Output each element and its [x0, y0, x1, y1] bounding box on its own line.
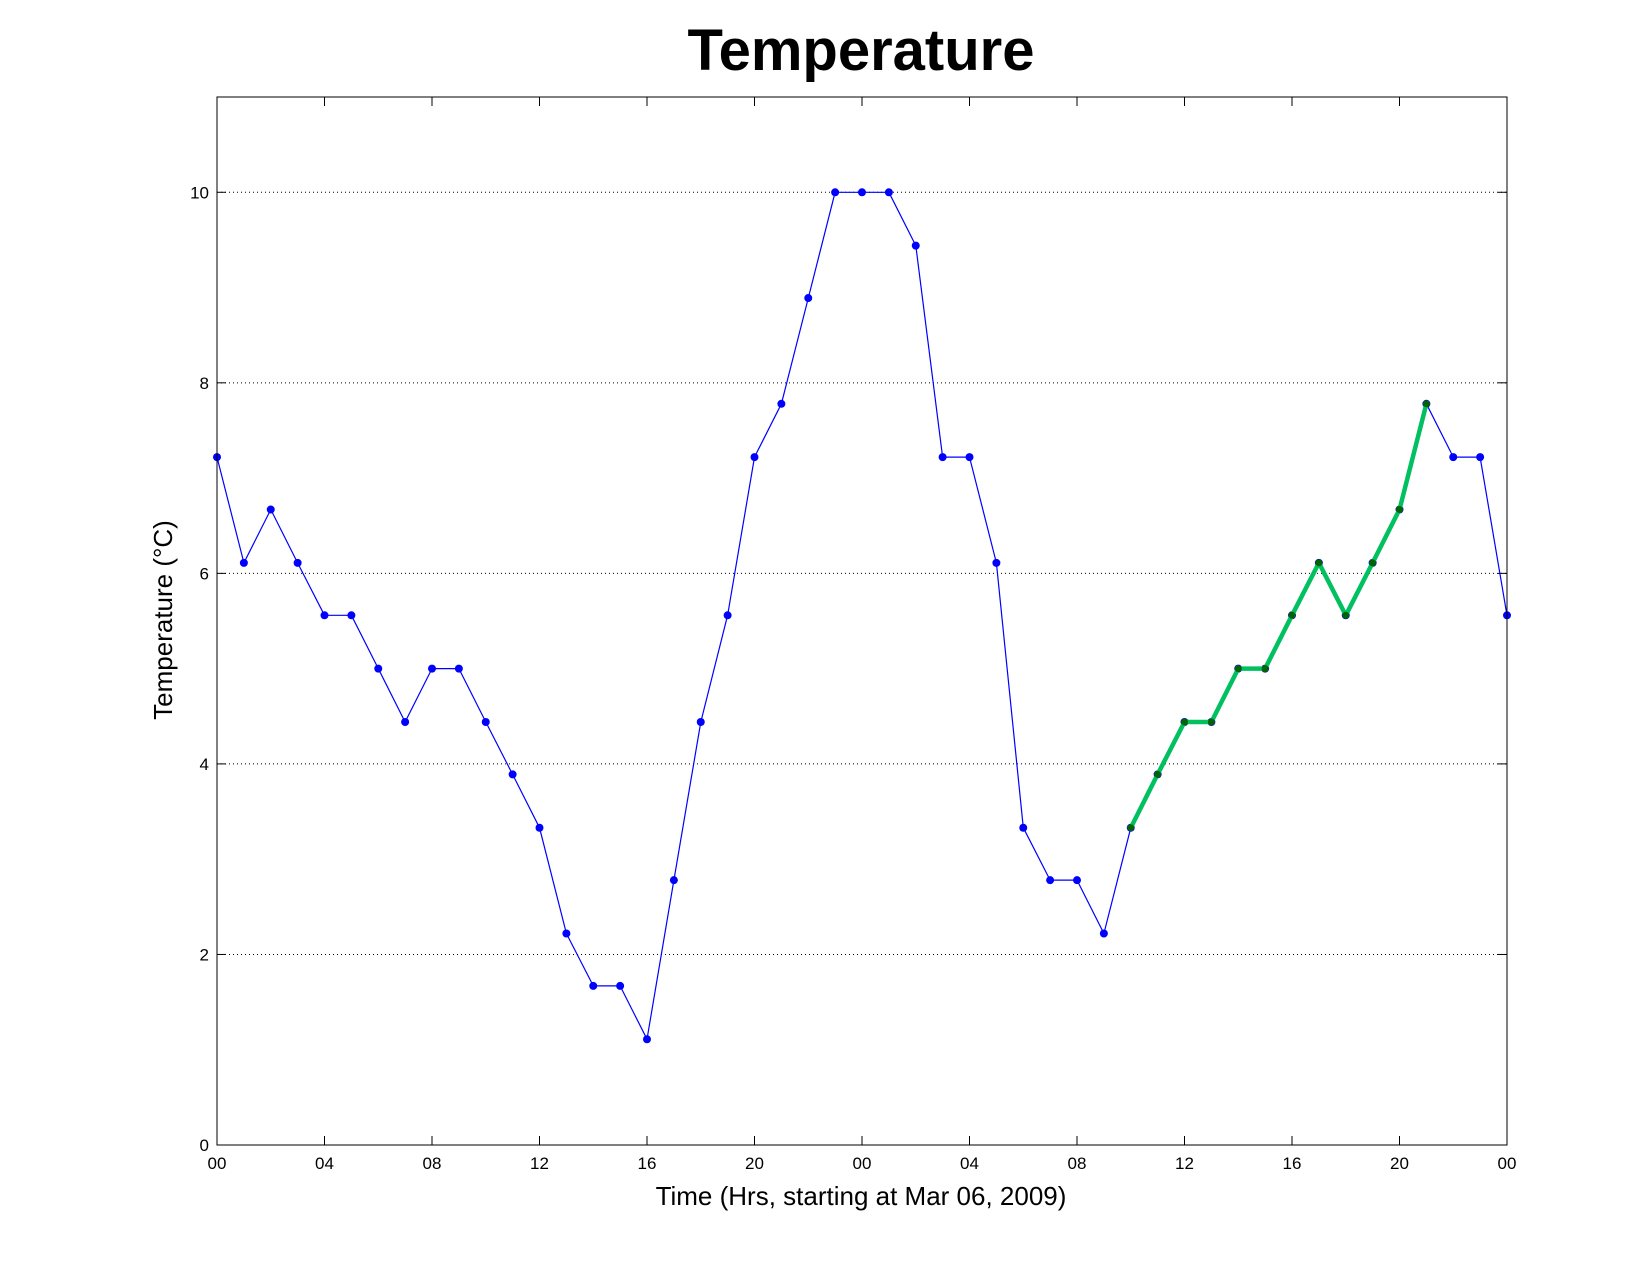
x-tick-label: 16 [1283, 1154, 1302, 1173]
data-point [1449, 453, 1458, 462]
x-tick-label: 12 [530, 1154, 549, 1173]
data-point [589, 981, 598, 990]
data-point [831, 188, 840, 197]
data-point [1127, 824, 1135, 832]
x-tick-label: 00 [208, 1154, 227, 1173]
data-point [1234, 665, 1242, 673]
x-tick-label: 16 [638, 1154, 657, 1173]
data-point [669, 876, 678, 885]
data-point [804, 294, 813, 303]
data-point [965, 453, 974, 462]
data-point [1422, 400, 1430, 408]
data-point [1046, 876, 1055, 885]
data-point [1019, 823, 1028, 832]
x-tick-label: 00 [1498, 1154, 1517, 1173]
data-point [454, 664, 463, 673]
y-axis-label: Temperature (°C) [148, 520, 178, 720]
x-tick-label: 00 [853, 1154, 872, 1173]
data-point [884, 188, 893, 197]
data-point [1288, 611, 1296, 619]
data-point [428, 664, 436, 673]
data-point [616, 981, 625, 990]
data-point [481, 717, 490, 726]
series-line-2 [1128, 403, 1429, 829]
data-point [1207, 718, 1215, 726]
data-point [535, 823, 544, 832]
data-point [1315, 559, 1323, 567]
data-point [1476, 453, 1485, 462]
series-layer [213, 188, 1511, 1044]
data-point [1342, 611, 1350, 619]
y-tick-label: 4 [200, 755, 209, 774]
x-tick-label: 08 [1068, 1154, 1087, 1173]
data-point [992, 558, 1001, 567]
data-point [374, 664, 383, 673]
data-point [750, 453, 759, 462]
x-tick-label: 20 [1390, 1154, 1409, 1173]
x-tick-label: 04 [315, 1154, 334, 1173]
y-tick-label: 6 [200, 564, 209, 583]
data-point [293, 558, 302, 567]
data-point [1073, 876, 1081, 885]
data-point [320, 611, 329, 620]
data-point [1099, 929, 1108, 938]
chart-title: Temperature [687, 18, 1034, 83]
data-point [1154, 770, 1162, 778]
data-point [401, 717, 410, 726]
x-tick-label: 20 [745, 1154, 764, 1173]
x-tick-label: 12 [1175, 1154, 1194, 1173]
data-point [266, 505, 275, 514]
data-point [347, 611, 356, 620]
data-point [1369, 559, 1377, 567]
data-point [239, 558, 248, 567]
plot-area-frame [216, 96, 1508, 1146]
data-point [938, 453, 947, 462]
y-tick-label: 10 [190, 183, 209, 202]
tick-labels: 0 2 4 6 8 10 00 04 08 12 16 20 00 04 08 12 16 20 00 [190, 183, 1516, 1173]
x-tick-label: 08 [423, 1154, 442, 1173]
data-point [696, 717, 705, 726]
data-point [508, 770, 517, 779]
data-point [1396, 506, 1403, 514]
x-tick-label: 04 [960, 1154, 979, 1173]
data-point [858, 188, 866, 197]
x-axis-label: Time (Hrs, starting at Mar 06, 2009) [656, 1181, 1067, 1211]
data-point [1181, 718, 1188, 726]
data-point [777, 399, 786, 408]
y-tick-label: 0 [200, 1136, 209, 1155]
data-point [643, 1035, 651, 1044]
data-point [723, 611, 732, 620]
y-tick-label: 8 [200, 374, 209, 393]
data-point [562, 929, 571, 938]
y-tick-label: 2 [200, 945, 209, 964]
data-point [1261, 665, 1269, 673]
data-point [911, 241, 920, 250]
